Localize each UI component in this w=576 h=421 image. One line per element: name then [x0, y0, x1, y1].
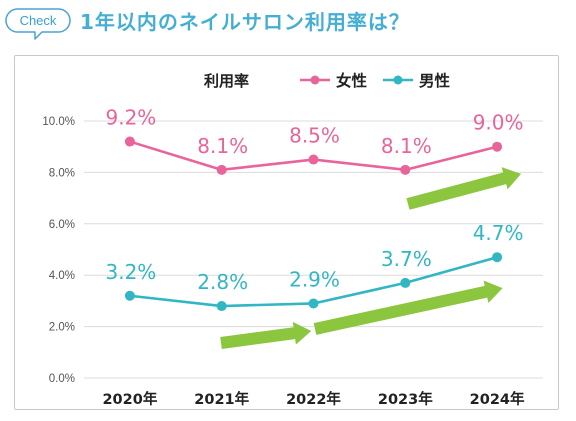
chart-panel: [14, 55, 559, 410]
check-badge: Check: [4, 7, 76, 43]
speech-bubble-icon: [5, 8, 71, 40]
page-title: 1年以内のネイルサロン利用率は？: [80, 10, 410, 34]
badge-label: Check: [19, 13, 57, 28]
